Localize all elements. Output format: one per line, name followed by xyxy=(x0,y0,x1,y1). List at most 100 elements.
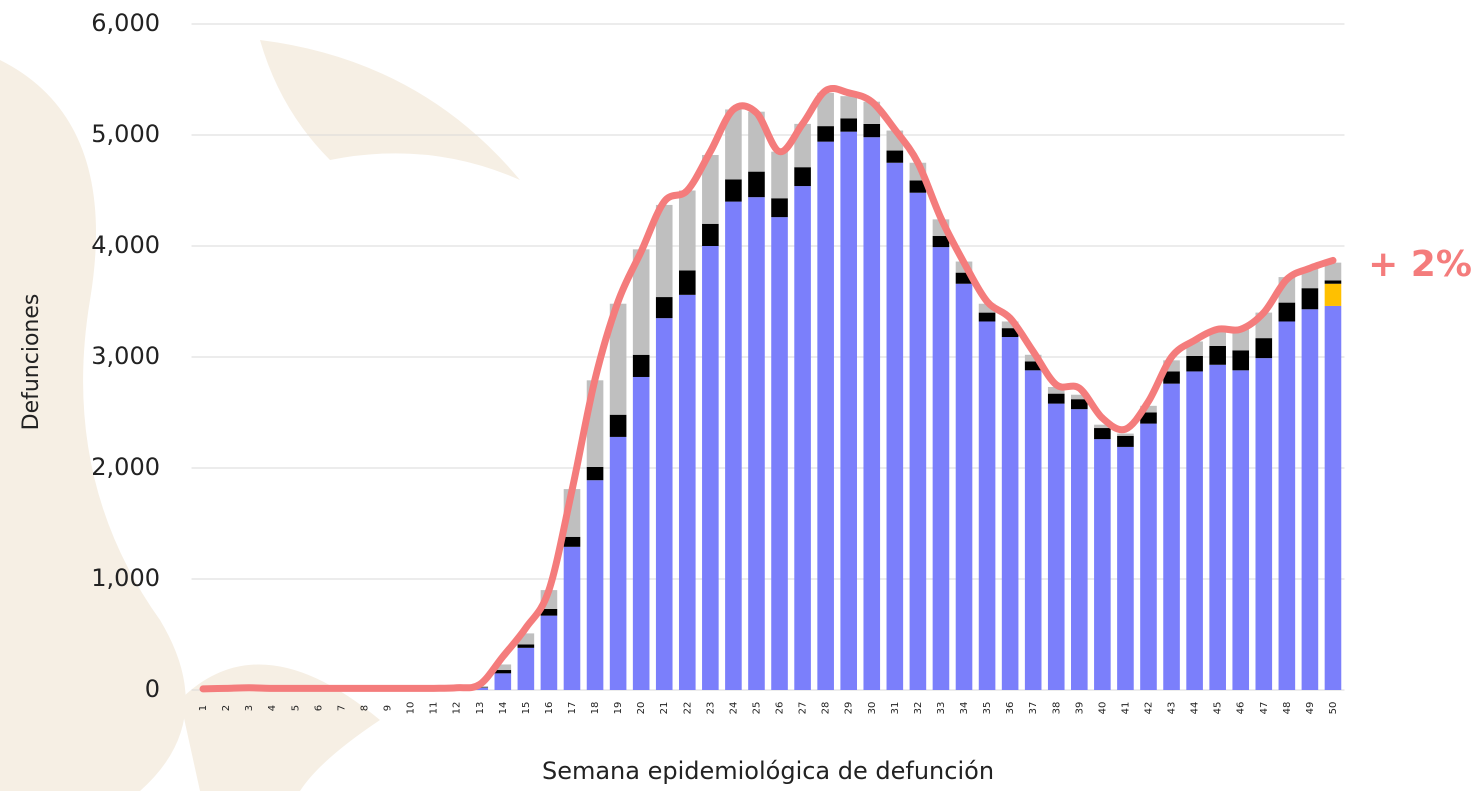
bar-segment xyxy=(1140,423,1157,690)
x-tick-label: 30 xyxy=(867,702,878,715)
bar-segment xyxy=(955,272,973,284)
bar-segment xyxy=(1001,337,1019,690)
bar-segment xyxy=(1117,433,1134,436)
bar-segment xyxy=(1232,370,1250,690)
bar-segment xyxy=(494,670,512,674)
bar-segment xyxy=(632,376,650,690)
bar-segment xyxy=(702,154,719,224)
bar-segment xyxy=(540,608,558,616)
x-tick-label: 18 xyxy=(590,702,601,715)
bar-segment xyxy=(494,664,512,671)
trend-line xyxy=(199,85,1337,693)
bar-segment xyxy=(655,204,673,298)
bar-segment xyxy=(1071,399,1088,410)
bar-segment xyxy=(978,312,996,322)
bar-segment xyxy=(517,633,535,645)
bar-segment xyxy=(702,246,719,690)
bar-segment xyxy=(586,480,604,690)
x-tick-label: 42 xyxy=(1143,702,1154,715)
bar-segment xyxy=(655,297,673,319)
x-tick-label: 20 xyxy=(636,702,647,715)
bar-segment xyxy=(609,436,627,690)
bar-segment xyxy=(1232,329,1250,351)
bar-segment xyxy=(563,536,581,547)
bar-segment xyxy=(1209,364,1226,690)
x-tick-label: 6 xyxy=(313,705,324,711)
bar-segment xyxy=(840,118,858,132)
x-tick-label: 25 xyxy=(751,702,762,715)
bar-segment xyxy=(586,466,604,481)
bar-segment xyxy=(1301,309,1319,690)
x-tick-label: 11 xyxy=(429,702,440,715)
bar-segment xyxy=(1024,370,1042,690)
bar-segment xyxy=(817,141,834,690)
x-tick-label: 46 xyxy=(1236,702,1247,715)
bar-segment xyxy=(1232,350,1250,371)
x-tick-label: 3 xyxy=(244,705,255,711)
bar-segment xyxy=(863,123,881,138)
y-tick-label: 5,000 xyxy=(91,120,160,148)
bar-segment xyxy=(748,197,765,690)
bar-segment xyxy=(1140,405,1157,413)
x-tick-label: 50 xyxy=(1328,702,1339,715)
bar-segment xyxy=(1094,424,1111,429)
bar-segment xyxy=(494,673,512,690)
bar-segment xyxy=(817,92,834,127)
bar-segment xyxy=(1094,428,1111,440)
bar-segment xyxy=(978,321,996,690)
bar-segment xyxy=(1047,386,1065,394)
bar-segment xyxy=(1255,358,1273,690)
bar-segment xyxy=(563,546,581,690)
x-tick-label: 41 xyxy=(1120,702,1131,715)
annotation: + 2% xyxy=(1368,244,1472,285)
y-axis-title: Defunciones xyxy=(19,294,44,431)
y-tick-label: 1,000 xyxy=(91,564,160,592)
x-tick-label: 22 xyxy=(682,702,693,715)
x-tick-label: 35 xyxy=(982,702,993,715)
bar-segment xyxy=(678,294,696,690)
bar-segment xyxy=(632,354,650,377)
x-tick-label: 47 xyxy=(1259,702,1270,715)
x-tick-label: 15 xyxy=(521,702,532,715)
x-tick-label: 32 xyxy=(913,702,924,715)
bar-segment xyxy=(609,303,627,415)
bar-segment xyxy=(540,615,558,690)
bar-segment xyxy=(909,180,927,193)
bar-segment xyxy=(1163,360,1180,372)
bar-segment xyxy=(886,150,904,163)
bar-segment xyxy=(1324,280,1342,284)
x-tick-label: 23 xyxy=(705,702,716,715)
bar-segment xyxy=(748,111,765,172)
x-tick-label: 10 xyxy=(406,702,417,715)
x-tick-label: 17 xyxy=(567,702,578,715)
bar-segment xyxy=(771,151,788,199)
bar-segment xyxy=(471,687,489,690)
y-tick-label: 0 xyxy=(145,675,160,703)
x-tick-label: 13 xyxy=(475,702,486,715)
bar-segment xyxy=(1209,345,1226,365)
bar-segment xyxy=(909,192,927,690)
bar-segment xyxy=(1163,371,1180,384)
x-tick-label: 29 xyxy=(844,702,855,715)
bar-segment xyxy=(517,644,535,648)
x-axis-title: Semana epidemiológica de defunción xyxy=(542,757,994,785)
bar-segment xyxy=(1094,439,1111,690)
y-tick-label: 4,000 xyxy=(91,231,160,259)
x-tick-label: 14 xyxy=(498,702,509,715)
x-tick-label: 7 xyxy=(336,705,347,711)
x-tick-label: 21 xyxy=(659,702,670,715)
bar-segment xyxy=(517,647,535,690)
bar-segment xyxy=(1071,394,1088,400)
bar-segment xyxy=(1117,446,1134,690)
bar-segment xyxy=(771,217,788,690)
bar-segment xyxy=(1163,383,1180,690)
bar-segment xyxy=(725,179,742,202)
bar-segment xyxy=(771,198,788,218)
bar-segment xyxy=(817,126,834,142)
x-tick-label: 43 xyxy=(1167,702,1178,715)
bar-segment xyxy=(794,186,811,690)
bar-segment xyxy=(1047,393,1065,404)
bar-segment xyxy=(1186,355,1203,372)
